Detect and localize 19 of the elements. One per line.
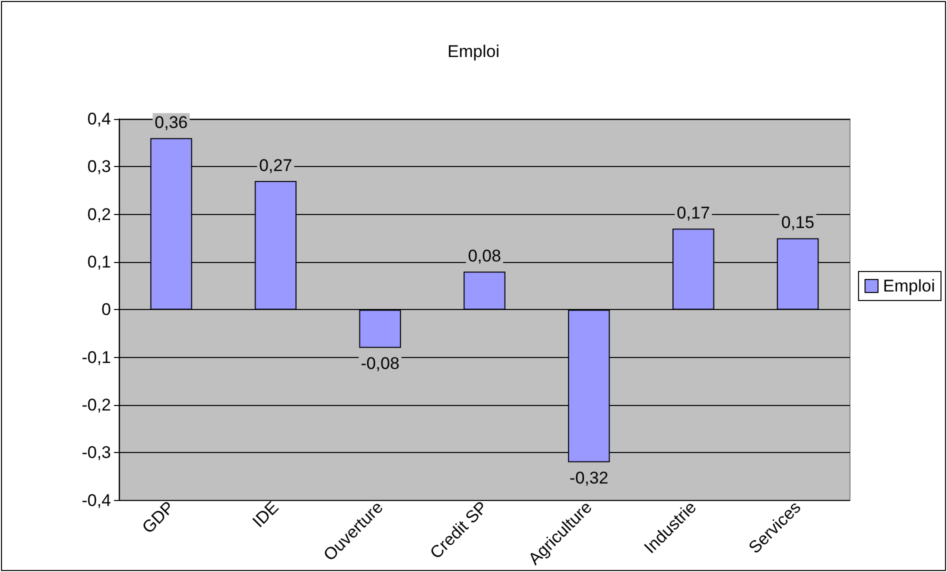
y-tick-label: -0,3 bbox=[82, 443, 111, 462]
x-tick-label: IDE bbox=[248, 498, 282, 532]
data-label: 0,08 bbox=[468, 246, 502, 266]
y-tick-label: 0,4 bbox=[87, 110, 111, 128]
data-label: 0,17 bbox=[676, 204, 710, 223]
y-tick-label: 0,3 bbox=[87, 157, 111, 176]
legend-label: Emploi bbox=[883, 276, 936, 296]
data-label: 0,27 bbox=[259, 156, 292, 175]
data-label: -0,32 bbox=[570, 468, 608, 488]
data-label: -0,08 bbox=[360, 354, 400, 373]
y-tick-label: -0,4 bbox=[82, 490, 111, 510]
y-tick-label: -0,1 bbox=[82, 348, 111, 367]
data-label: 0,36 bbox=[154, 113, 188, 132]
y-tick-label: 0,2 bbox=[87, 204, 111, 224]
data-label: 0,15 bbox=[781, 213, 814, 232]
chart-title: Emploi bbox=[448, 42, 500, 61]
y-tick-label: 0,1 bbox=[87, 252, 111, 272]
y-tick-label: -0,2 bbox=[82, 396, 111, 415]
y-tick-label: 0 bbox=[102, 300, 111, 320]
